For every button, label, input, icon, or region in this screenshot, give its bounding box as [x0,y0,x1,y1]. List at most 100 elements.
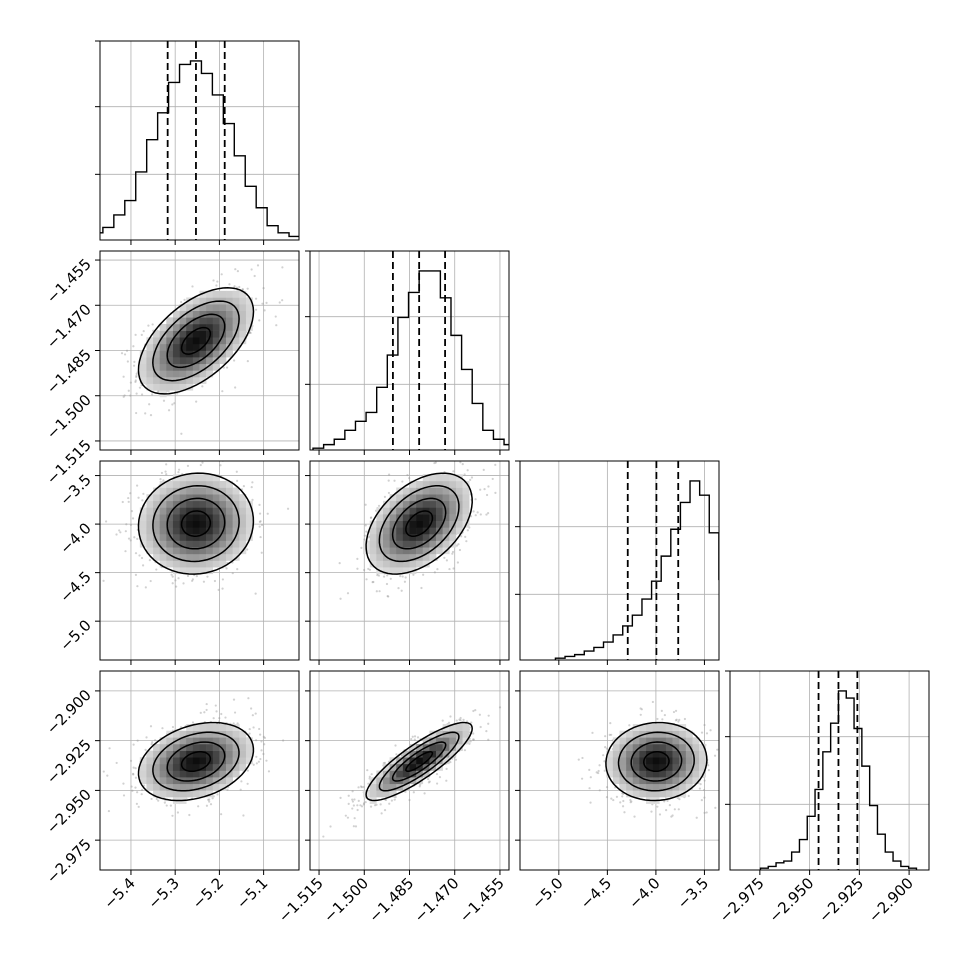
scatter-point [356,804,359,807]
density-cell [212,737,220,745]
density-cell [409,540,417,548]
scatter-point [206,575,209,578]
density-cell [422,494,430,502]
scatter-point [470,721,473,724]
scatter-point [226,788,229,791]
density-cell [212,783,220,791]
joint-panel-1-3 [305,670,510,875]
scatter-point [242,485,245,488]
density-cell [192,790,200,798]
scatter-point [610,733,613,736]
density-cell [192,757,200,765]
scatter-point [623,811,626,814]
scatter-point [460,535,463,538]
density-cell [652,770,660,778]
density-cell [226,317,233,325]
marginal-histogram [554,480,719,660]
density-cell [226,323,233,331]
density-cell [192,480,200,488]
y-tick-label: −2.975 [43,835,95,887]
density-cell [239,330,247,338]
scatter-point [408,798,411,802]
density-cell [226,750,233,758]
scatter-point [208,800,211,803]
density-cell [172,323,180,331]
scatter-point [387,473,391,476]
scatter-point [387,595,390,598]
scatter-point [205,708,208,712]
scatter-point [236,479,239,482]
density-cell [232,297,240,305]
density-cell [679,763,687,771]
scatter-point [445,779,448,782]
density-cell [239,500,247,508]
density-cell [179,553,187,561]
density-cell [382,540,390,548]
density-cell [245,310,253,318]
scatter-point [167,390,170,393]
scatter-point [362,568,366,572]
scatter-point [129,492,132,495]
density-cell [179,783,187,791]
density-cell [219,487,227,495]
scatter-point [231,572,234,575]
density-cell [166,527,174,535]
scatter-point [141,499,144,502]
density-cell [146,520,154,528]
density-cell [172,540,180,548]
density-cell [199,290,207,298]
scatter-point [131,789,134,792]
scatter-point [455,719,458,722]
scatter-point [281,266,284,269]
density-cell [139,777,147,785]
density-cell [212,514,220,521]
scatter-point [135,375,138,379]
density-cell [179,567,187,575]
density-cell [186,357,194,365]
scatter-point [595,771,598,774]
x-tick-label: −1.500 [320,874,372,926]
scatter-point [208,798,211,801]
density-cell [179,737,187,745]
scatter-point [364,801,367,804]
density-cell [239,527,247,535]
scatter-point [197,805,200,808]
scatter-point [677,808,680,811]
scatter-point [663,800,666,803]
density-cell [166,350,174,358]
density-cell [382,500,390,508]
density-cell [159,560,167,568]
scatter-point [135,802,138,805]
density-cell [179,560,187,568]
scatter-point [102,770,105,773]
scatter-point [127,500,130,503]
density-cell [389,790,397,798]
density-cell [166,370,174,378]
density-cell [153,757,160,765]
scatter-point [629,798,632,802]
scatter-point [140,556,144,560]
density-cell [449,474,457,482]
density-cell [245,317,253,325]
scatter-point [420,457,422,459]
x-tick-label: −5.2 [189,874,227,912]
density-cell [429,553,437,561]
scatter-point [604,746,607,749]
scatter-point [278,301,281,304]
density-cell [639,757,647,765]
contour-line [643,751,670,773]
scatter-point [362,803,365,806]
scatter-point [462,718,465,721]
density-cell [679,750,687,758]
scatter-point [401,575,404,578]
density-cell [199,363,207,371]
scatter-point [412,573,415,576]
scatter-point [420,586,423,590]
density-cell [226,310,233,318]
density-cell [422,560,430,568]
density-cell [159,370,167,378]
y-tick-label: −4.5 [56,568,94,606]
scatter-point [132,772,135,775]
scatter-point [609,722,612,725]
density-cell [416,750,424,758]
